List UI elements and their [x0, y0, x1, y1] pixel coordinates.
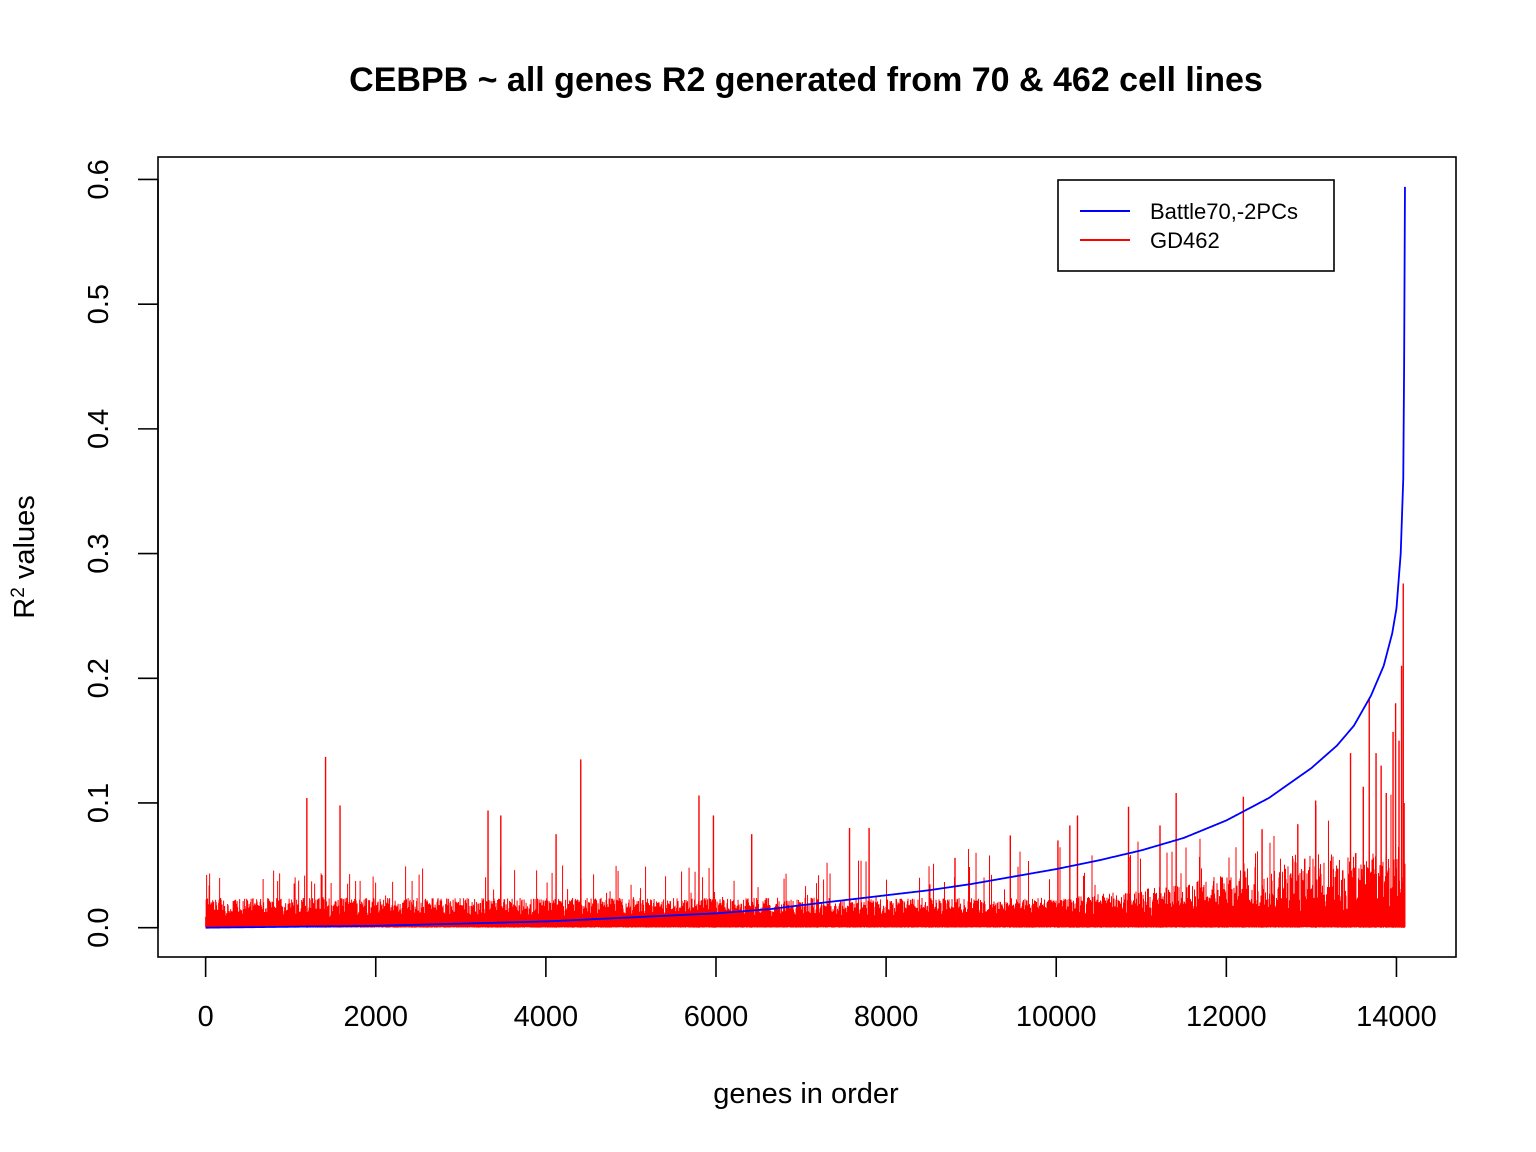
x-tick-label: 10000 — [1016, 1001, 1097, 1033]
chart-title: CEBPB ~ all genes R2 generated from 70 &… — [349, 61, 1263, 99]
x-tick-label: 6000 — [684, 1001, 749, 1033]
y-axis-label-superscript: 2 — [8, 587, 29, 598]
y-axis: 0.0 0.1 0.2 0.3 0.4 0.5 0.6 — [83, 159, 159, 948]
legend-label-battle70: Battle70,-2PCs — [1150, 199, 1298, 224]
x-axis-label: genes in order — [713, 1078, 899, 1110]
y-axis-label: R2 values — [8, 495, 42, 618]
y-tick-label: 0.4 — [83, 409, 115, 449]
x-tick-label: 8000 — [854, 1001, 919, 1033]
x-tick-label: 0 — [198, 1001, 214, 1033]
gd462-series — [205, 583, 1406, 928]
x-tick-label: 2000 — [343, 1001, 408, 1033]
x-tick-label: 12000 — [1186, 1001, 1267, 1033]
legend-box — [1057, 179, 1335, 272]
y-tick-label: 0.0 — [83, 908, 115, 948]
y-tick-label: 0.1 — [83, 783, 115, 823]
y-tick-label: 0.6 — [83, 159, 115, 199]
battle70-series-line — [205, 186, 1406, 929]
x-axis: 0 2000 4000 6000 8000 10000 12000 14000 — [198, 956, 1437, 1033]
y-tick-label: 0.2 — [83, 658, 115, 698]
x-tick-label: 14000 — [1356, 1001, 1437, 1033]
legend: Battle70,-2PCs GD462 — [1057, 179, 1335, 272]
y-tick-label: 0.3 — [83, 533, 115, 573]
x-tick-label: 4000 — [514, 1001, 579, 1033]
legend-label-gd462: GD462 — [1150, 228, 1220, 253]
y-tick-label: 0.5 — [83, 284, 115, 324]
